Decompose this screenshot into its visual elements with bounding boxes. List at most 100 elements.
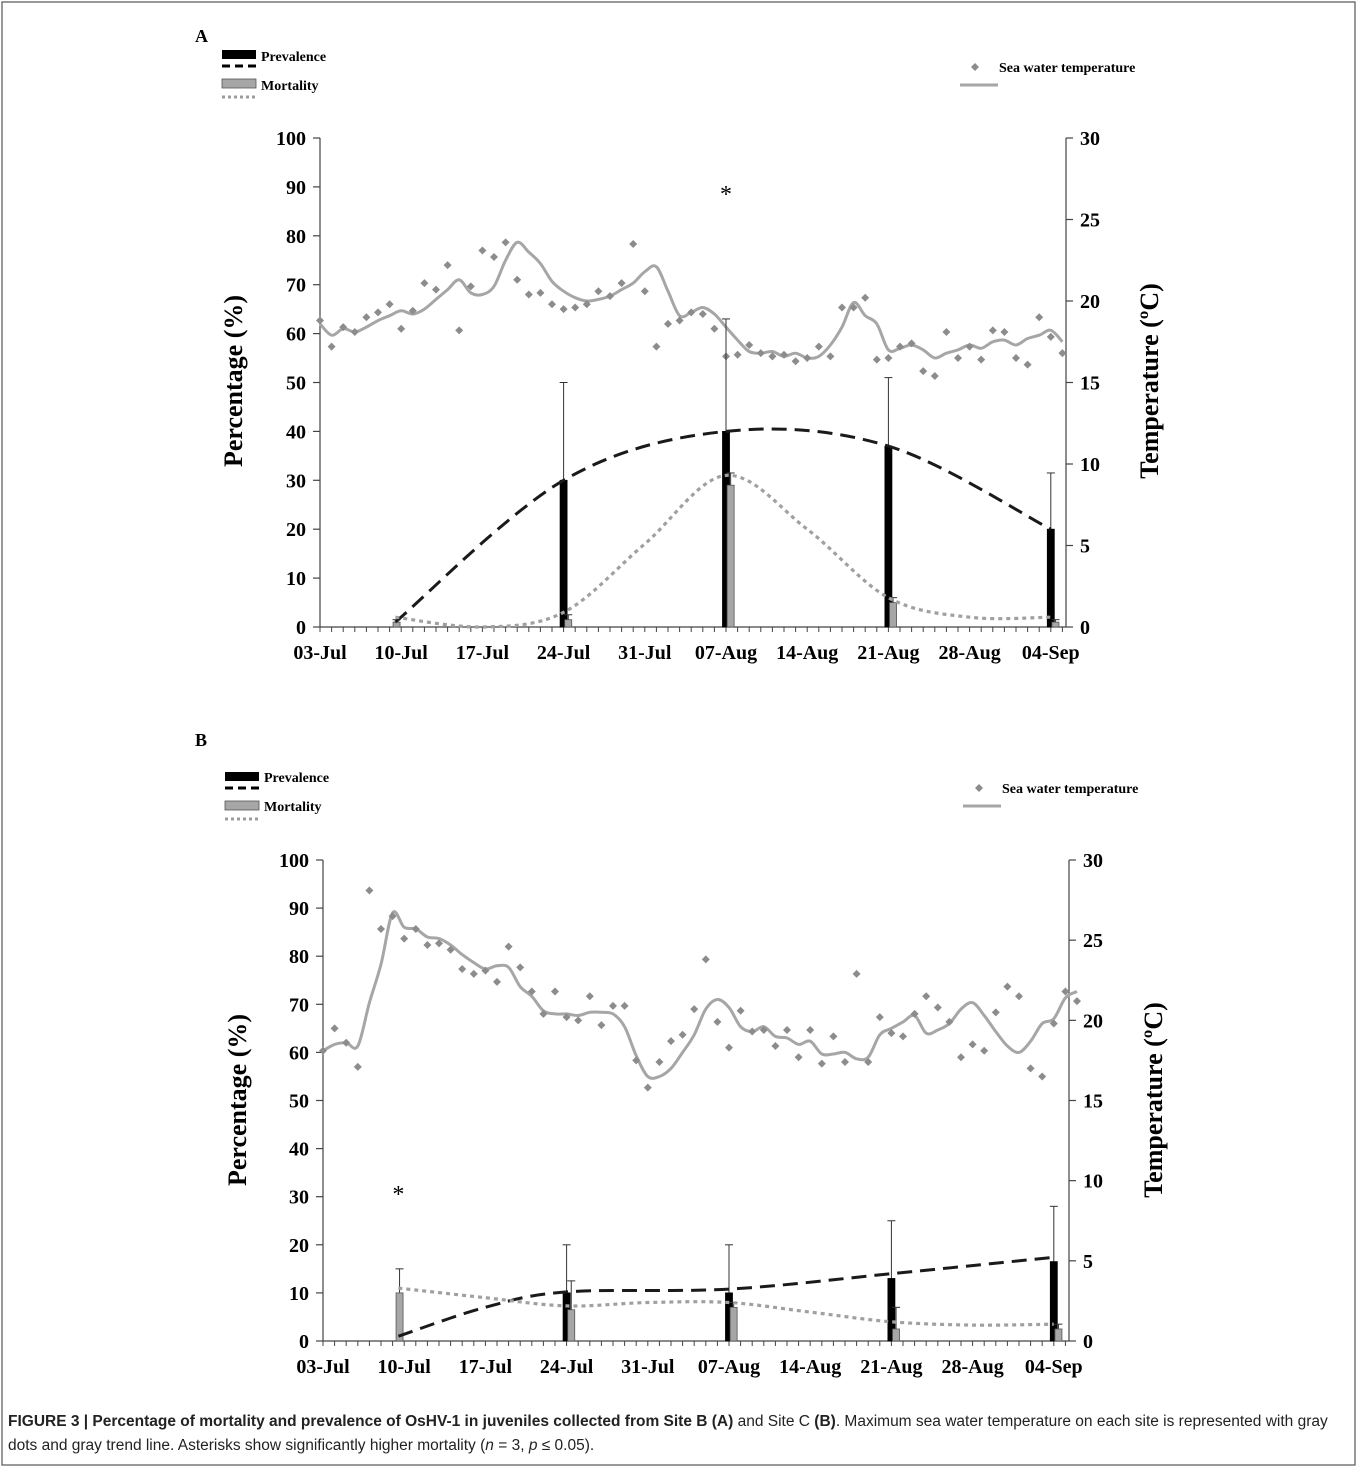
- temperature-point: [481, 966, 490, 975]
- temperature-point: [1038, 1072, 1047, 1081]
- temperature-point: [316, 316, 324, 325]
- legend-prevalence-bar-swatch: [222, 50, 256, 59]
- temperature-point: [930, 371, 939, 380]
- temperature-point: [991, 1008, 1000, 1017]
- y-tick-label-left: 20: [289, 1235, 309, 1257]
- temperature-point: [861, 293, 870, 302]
- temperature-point: [466, 282, 475, 291]
- temperature-point: [817, 1059, 826, 1068]
- y-tick-label-left: 40: [289, 1139, 309, 1161]
- temperature-point: [501, 238, 510, 247]
- y-tick-label-left: 0: [299, 1331, 309, 1353]
- temperature-point: [493, 977, 501, 986]
- y-tick-label-right: 5: [1083, 1251, 1093, 1273]
- temperature-point: [748, 1027, 757, 1036]
- temperature-point: [771, 1041, 780, 1050]
- caption-lead: FIGURE 3 | Percentage of mortality and p…: [8, 1413, 708, 1430]
- temperature-point: [1026, 1064, 1035, 1073]
- temperature-point: [594, 287, 603, 296]
- temperature-point: [478, 246, 487, 255]
- temperature-point: [420, 279, 429, 288]
- y-tick-label-right: 15: [1080, 373, 1100, 395]
- temperature-point: [609, 1001, 617, 1010]
- temperature-point: [408, 306, 417, 315]
- mortality-bar: [729, 1306, 738, 1342]
- temperature-point: [458, 965, 467, 974]
- legend-temperature-point-swatch: [971, 63, 979, 71]
- temperature-point: [516, 963, 525, 972]
- y-tick-label-left: 50: [286, 373, 306, 395]
- temperature-point: [768, 352, 777, 361]
- temperature-point: [548, 300, 556, 309]
- caption-n: n: [485, 1437, 494, 1454]
- y-tick-label-right: 10: [1083, 1171, 1103, 1193]
- temperature-point: [907, 339, 916, 348]
- temperature-point: [330, 1024, 339, 1033]
- temperature-point: [397, 324, 406, 333]
- temperature-point: [806, 1025, 815, 1034]
- x-tick-label: 10-Jul: [375, 642, 429, 664]
- temperature-point: [675, 316, 684, 325]
- legend-a: Prevalence Mortality Sea water temperatu…: [221, 50, 1135, 99]
- temperature-point: [643, 1083, 652, 1092]
- temperature-point: [327, 342, 336, 351]
- panel-a: A Prevalence Mortality Sea water tempera…: [195, 26, 1164, 664]
- panel-b: B Prevalence Mortality Sea water tempera…: [195, 730, 1168, 1378]
- y-axis-label-right: Temperature (ºC): [1139, 1002, 1168, 1198]
- temperature-point: [1049, 1019, 1058, 1028]
- x-tick-label: 31-Jul: [621, 1356, 675, 1378]
- y-tick-label-right: 30: [1080, 128, 1100, 150]
- temperature-point: [678, 1030, 687, 1039]
- temperature-point: [899, 1032, 907, 1041]
- temperature-point: [957, 1053, 965, 1062]
- temperature-point: [745, 341, 754, 350]
- y-tick-label-left: 60: [289, 1042, 309, 1064]
- temperature-point: [527, 987, 536, 996]
- temperature-point: [980, 1046, 989, 1055]
- x-tick-label: 28-Aug: [941, 1356, 1003, 1378]
- y-tick-label-left: 50: [289, 1091, 309, 1113]
- temperature-point: [875, 1013, 884, 1022]
- panel-letter-b: B: [195, 730, 207, 750]
- temperature-point: [339, 323, 348, 332]
- temperature-point: [342, 1038, 351, 1047]
- x-tick-label: 04-Sep: [1025, 1356, 1083, 1378]
- temperature-point: [791, 357, 800, 366]
- temperature-point: [632, 1056, 641, 1065]
- temperature-point: [435, 939, 443, 948]
- mortality-bar: [889, 602, 897, 628]
- prevalence-bar: [887, 1278, 896, 1342]
- caption-p: p: [528, 1437, 538, 1454]
- y-tick-label-right: 25: [1080, 210, 1100, 232]
- temperature-point: [365, 886, 374, 895]
- y-axis-label-right: Temperature (ºC): [1135, 283, 1164, 479]
- temperature-point: [884, 354, 893, 363]
- legend-prevalence-bar-swatch: [225, 772, 259, 781]
- temperature-point: [432, 285, 440, 294]
- caption-text: . Maximum sea water temperature on each …: [8, 1413, 1328, 1454]
- x-tick-label: 14-Aug: [779, 1356, 841, 1378]
- temperature-point: [562, 1013, 571, 1022]
- caption-text: ≤ 0.05).: [537, 1437, 595, 1454]
- legend-mortality-label: Mortality: [261, 79, 319, 94]
- y-tick-label-left: 70: [286, 275, 306, 297]
- y-tick-label-right: 30: [1083, 850, 1103, 872]
- y-tick-label-left: 10: [286, 568, 306, 590]
- temperature-point: [559, 305, 568, 314]
- temperature-point: [687, 308, 696, 317]
- mortality-bar: [567, 1309, 576, 1342]
- temperature-point: [954, 354, 962, 363]
- temperature-point: [571, 303, 580, 312]
- y-tick-label-left: 0: [296, 617, 306, 639]
- mortality-bar: [1054, 1328, 1063, 1342]
- temperature-point: [803, 354, 812, 363]
- prevalence-bar: [1049, 1261, 1058, 1342]
- temperature-point: [864, 1058, 873, 1067]
- legend-prevalence-label: Prevalence: [264, 771, 329, 786]
- y-tick-label-left: 100: [276, 128, 306, 150]
- plot-area-a: 0 10 20 30 40 50 60 70 80 90 100 0 5 10 15 20 25 30 03-Jul…: [276, 128, 1100, 664]
- temperature-point: [1058, 349, 1067, 358]
- caption-panel-b-ref: (B): [809, 1413, 836, 1430]
- x-tick-label: 14-Aug: [776, 642, 838, 664]
- y-tick-label-left: 10: [289, 1283, 309, 1305]
